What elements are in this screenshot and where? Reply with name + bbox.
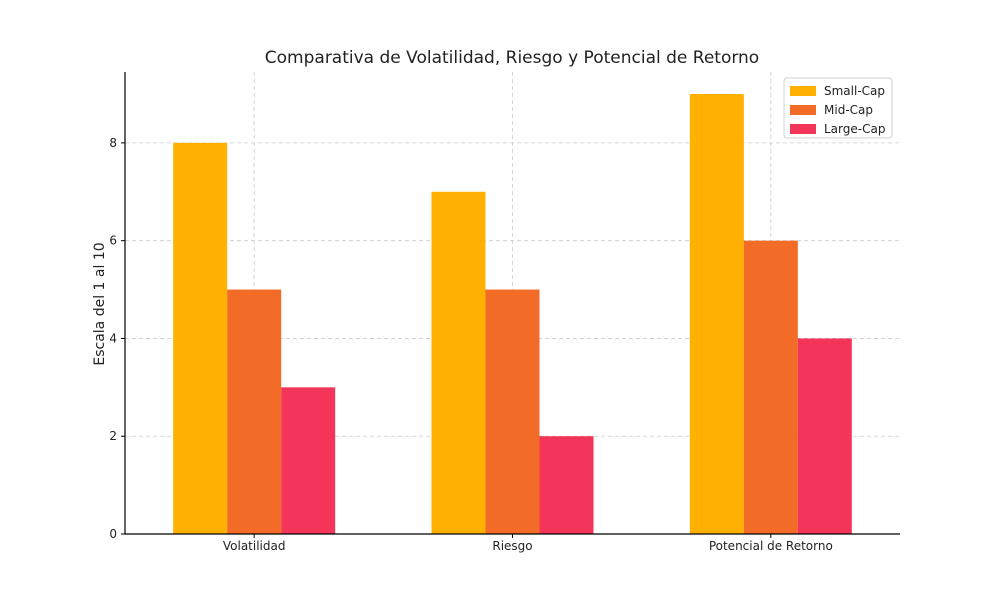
legend-label: Mid-Cap: [824, 103, 873, 117]
bars-layer: [173, 94, 852, 534]
ticks-layer: 0 2 4 6 8 Volatilidad Riesgo Potencial de Retor…: [109, 136, 832, 553]
legend: Small-Cap Mid-Cap Large-Cap: [783, 77, 893, 139]
bar-mid-cap-1: [485, 289, 540, 534]
y-tick-label: 6: [109, 234, 117, 248]
y-tick-label: 8: [109, 136, 117, 150]
bar-mid-cap-2: [743, 240, 798, 534]
bar-small-cap-0: [173, 142, 228, 534]
legend-swatch: [790, 124, 816, 134]
y-tick-label: 4: [109, 331, 117, 345]
bar-large-cap-1: [539, 436, 594, 534]
bar-mid-cap-0: [227, 289, 282, 534]
bar-large-cap-0: [281, 387, 336, 534]
legend-swatch: [790, 105, 816, 115]
x-tick-label: Potencial de Retorno: [709, 539, 833, 553]
chart-title: Comparativa de Volatilidad, Riesgo y Pot…: [265, 48, 759, 68]
legend-label: Large-Cap: [824, 122, 885, 136]
bar-small-cap-1: [431, 191, 486, 534]
y-tick-label: 2: [109, 429, 117, 443]
bar-large-cap-2: [797, 338, 852, 534]
x-tick-label: Volatilidad: [223, 539, 286, 553]
x-tick-label: Riesgo: [492, 539, 532, 553]
legend-label: Small-Cap: [824, 84, 885, 98]
y-tick-label: 0: [109, 527, 117, 541]
y-axis-label: Escala del 1 al 10: [92, 242, 108, 365]
bar-small-cap-2: [689, 94, 744, 534]
legend-swatch: [790, 86, 816, 96]
